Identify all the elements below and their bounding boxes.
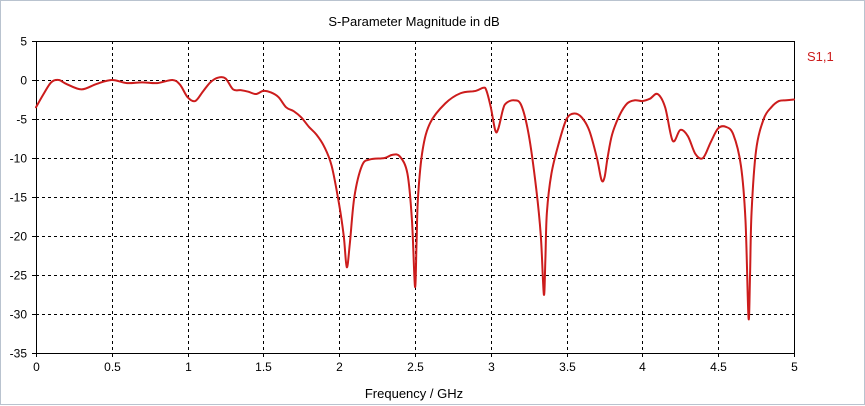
y-tick-label: -5 [16, 113, 27, 127]
y-tick-label: 5 [20, 35, 27, 49]
x-tick-label: 2 [336, 360, 343, 374]
x-tick-label: 1.5 [255, 360, 272, 374]
y-tick-label: -15 [10, 191, 28, 205]
x-tick-label: 3 [488, 360, 495, 374]
x-tick-label: 0 [33, 360, 40, 374]
y-tick-label: -20 [10, 230, 28, 244]
x-tick-label: 1 [185, 360, 192, 374]
y-tick-label: 0 [20, 74, 27, 88]
y-tick-label: -35 [10, 347, 28, 361]
chart-title: S-Parameter Magnitude in dB [328, 14, 499, 29]
y-tick-label: -25 [10, 269, 28, 283]
x-tick-label: 5 [791, 360, 798, 374]
x-tick-label: 4.5 [710, 360, 727, 374]
y-tick-label: -10 [10, 152, 28, 166]
legend-entry-s11[interactable]: S1,1 [807, 49, 834, 64]
x-tick-label: 4 [639, 360, 646, 374]
x-axis-label: Frequency / GHz [365, 386, 463, 401]
x-tick-label: 2.5 [407, 360, 424, 374]
series-layer [35, 76, 795, 321]
tick-marks [32, 41, 795, 357]
x-tick-labels: 0 0.5 1 1.5 2 2.5 3 3.5 4 4.5 5 [33, 360, 798, 374]
y-tick-label: -30 [10, 308, 28, 322]
grid [36, 41, 794, 353]
legend[interactable]: S1,1 [807, 49, 834, 64]
x-tick-label: 3.5 [559, 360, 576, 374]
series-line-s11 [35, 76, 795, 321]
x-tick-label: 0.5 [104, 360, 121, 374]
y-tick-labels: 5 0 -5 -10 -15 -20 -25 -30 -35 [10, 35, 28, 361]
